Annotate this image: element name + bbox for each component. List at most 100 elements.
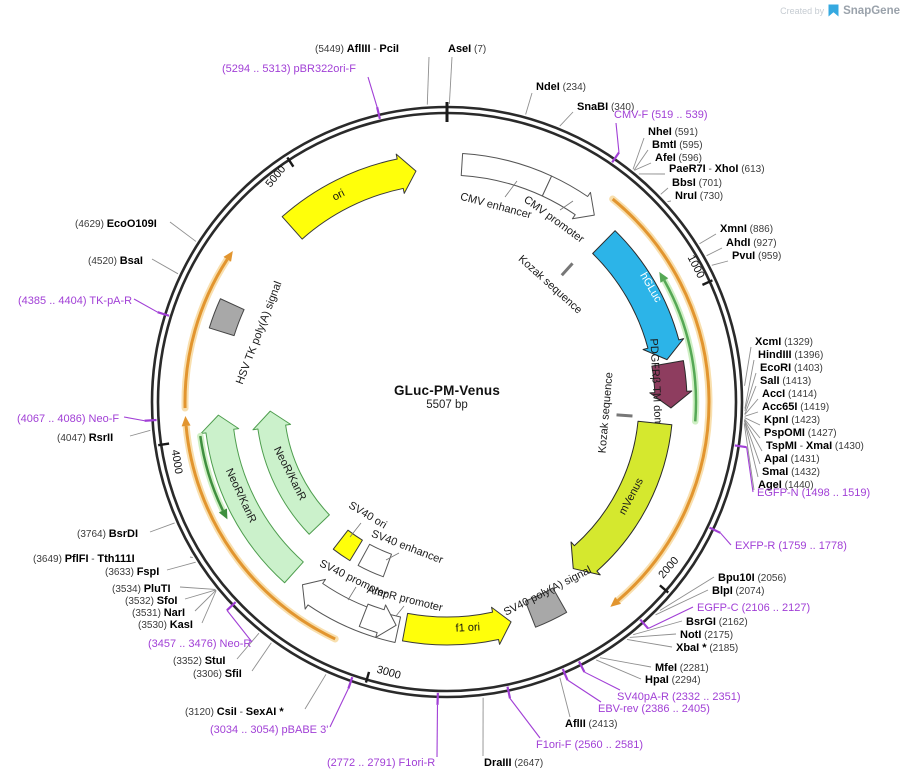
enzyme-label-draIII[interactable]: DraIII (2647) xyxy=(482,697,543,769)
orf-arc-left-2 xyxy=(181,251,233,412)
svg-text:(4520) BsaI: (4520) BsaI xyxy=(88,255,143,267)
enzyme-label-stuI[interactable]: (3352) StuI xyxy=(173,632,260,667)
enzyme-label-xbaI[interactable]: XbaI * (2185) xyxy=(626,639,738,654)
enzyme-label-csiI-sexAI[interactable]: (3120) CsiI - SexAI * xyxy=(185,674,327,718)
svg-text:Acc65I (1419): Acc65I (1419) xyxy=(762,401,829,413)
feature-hsv-tk-polya[interactable]: HSV TK poly(A) signal xyxy=(208,280,284,386)
orf-arrow-right xyxy=(659,271,700,425)
enzyme-label-hpaI[interactable]: HpaI (2294) xyxy=(595,659,701,686)
primer-label-cmv-f[interactable]: CMV-F (519 .. 539) xyxy=(611,109,708,164)
svg-text:NotI (2175): NotI (2175) xyxy=(680,629,733,641)
enzyme-label-sfiI[interactable]: (3306) SfiI xyxy=(193,642,272,680)
svg-text:NdeI (234): NdeI (234) xyxy=(536,81,586,93)
primer-label-f1ori-r[interactable]: (2772 .. 2791) F1ori-R xyxy=(327,692,439,769)
svg-text:PvuI (959): PvuI (959) xyxy=(732,250,781,262)
enzyme-label-xcmI[interactable]: XcmI (1329) xyxy=(744,336,813,386)
enzyme-label-rsrII[interactable]: (4047) RsrII xyxy=(57,429,151,444)
svg-text:(5449) AflIII - PciI: (5449) AflIII - PciI xyxy=(315,43,399,55)
svg-text:(2772 .. 2791) F1ori-R: (2772 .. 2791) F1ori-R xyxy=(327,757,435,769)
enzyme-label-mfeI[interactable]: MfeI (2281) xyxy=(599,657,709,674)
svg-text:(5294 .. 5313) pBR322ori-F: (5294 .. 5313) pBR322ori-F xyxy=(222,63,356,75)
svg-text:SnaBI (340): SnaBI (340) xyxy=(577,101,634,113)
enzyme-label-bbsI[interactable]: BbsI (701) xyxy=(660,177,722,195)
svg-text:(3633) FspI: (3633) FspI xyxy=(105,566,159,578)
primer-label-pbr322ori-f[interactable]: (5294 .. 5313) pBR322ori-F xyxy=(222,63,381,120)
enzyme-label-ndeI[interactable]: NdeI (234) xyxy=(525,81,586,115)
enzyme-label-pvuI[interactable]: PvuI (959) xyxy=(711,250,782,266)
svg-text:(4629) EcoO109I: (4629) EcoO109I xyxy=(75,218,157,230)
svg-text:(3306) SfiI: (3306) SfiI xyxy=(193,668,242,680)
feature-f1-ori[interactable]: f1 ori xyxy=(401,606,512,646)
svg-text:ApaI (1431): ApaI (1431) xyxy=(764,453,820,465)
enzyme-label-aflII[interactable]: AflII (2413) xyxy=(559,677,618,730)
feature-sv40-polya[interactable]: SV40 poly(A) signal xyxy=(502,564,594,628)
svg-text:AflII (2413): AflII (2413) xyxy=(565,718,617,730)
primer-label-pbabe-3[interactable]: (3034 .. 3054) pBABE 3' xyxy=(210,676,354,736)
enzyme-label-notI[interactable]: NotI (2175) xyxy=(629,629,733,641)
enzyme-label-apaI[interactable]: ApaI (1431) xyxy=(744,420,820,465)
enzyme-label-salI[interactable]: SalI (1413) xyxy=(744,375,812,415)
primer-label-egfp-n[interactable]: EGFP-N (1498 .. 1519) xyxy=(734,444,870,499)
enzyme-label-kasI[interactable]: (3530) KasI xyxy=(138,590,217,631)
enzyme-label-ahdI[interactable]: AhdI (927) xyxy=(706,237,777,257)
enzyme-label-bmtI[interactable]: BmtI (595) xyxy=(633,139,703,171)
enzyme-label-kpnI[interactable]: KpnI (1423) xyxy=(744,414,821,426)
snapgene-logo-icon xyxy=(828,4,839,17)
feature-sv40-enhancer[interactable]: SV40 enhancer xyxy=(357,528,445,578)
svg-text:(3534) PluTI: (3534) PluTI xyxy=(112,583,171,595)
svg-text:NruI (730): NruI (730) xyxy=(675,190,723,202)
svg-text:(3649) PflFI - Tth111I: (3649) PflFI - Tth111I xyxy=(33,553,135,565)
orf-arrow-left xyxy=(197,432,228,520)
svg-text:EBV-rev (2386 .. 2405): EBV-rev (2386 .. 2405) xyxy=(598,703,710,715)
enzyme-label-snaBI[interactable]: SnaBI (340) xyxy=(559,101,635,127)
enzyme-label-xmnI[interactable]: XmnI (886) xyxy=(699,223,773,245)
svg-text:(3352) StuI: (3352) StuI xyxy=(173,655,225,667)
enzyme-label-nheI[interactable]: NheI (591) xyxy=(632,126,698,170)
enzyme-label-nruI[interactable]: NruI (730) xyxy=(667,190,723,202)
primer-label-neo-f[interactable]: (4067 .. 4086) Neo-F xyxy=(17,413,157,425)
enzyme-label-ecoO109I[interactable]: (4629) EcoO109I xyxy=(75,218,197,242)
enzyme-label-bsaI[interactable]: (4520) BsaI xyxy=(88,255,179,275)
enzyme-label-pflFI-tth111I[interactable]: (3649) PflFI - Tth111I xyxy=(33,553,193,565)
primer-label-exfp-r[interactable]: EXFP-R (1759 .. 1778) xyxy=(709,526,847,552)
feature-label-kozak-1: Kozak sequence xyxy=(516,253,584,316)
feature-kozak-2[interactable]: Kozak sequence xyxy=(596,372,633,454)
svg-text:EGFP-C (2106 .. 2127): EGFP-C (2106 .. 2127) xyxy=(697,602,810,614)
enzyme-label-smaI[interactable]: SmaI (1432) xyxy=(743,420,820,478)
enzyme-label-ecoRI[interactable]: EcoRI (1403) xyxy=(744,362,823,412)
feature-pdgfrb-tm[interactable]: PDGFRβ TM domain xyxy=(647,338,693,442)
enzyme-label-pluTI[interactable]: (3534) PluTI xyxy=(112,583,216,595)
enzyme-label-blpI[interactable]: BlpI (2074) xyxy=(655,585,765,616)
primer-label-egfp-c[interactable]: EGFP-C (2106 .. 2127) xyxy=(639,602,810,630)
feature-mvenus[interactable]: mVenus xyxy=(570,420,673,576)
enzyme-label-bsrGI[interactable]: BsrGI (2162) xyxy=(633,616,748,636)
enzyme-label-acc65I[interactable]: Acc65I (1419) xyxy=(744,401,830,417)
enzyme-label-sfoI[interactable]: (3532) SfoI xyxy=(125,589,216,607)
enzyme-label-aflIII-pciI[interactable]: (5449) AflIII - PciI xyxy=(315,43,430,105)
enzyme-label-pspOMI[interactable]: PspOMI (1427) xyxy=(744,418,837,439)
svg-text:CMV-F (519 .. 539): CMV-F (519 .. 539) xyxy=(614,109,708,121)
enzyme-label-hindIII[interactable]: HindIII (1396) xyxy=(744,349,823,409)
primer-label-ebv-rev[interactable]: EBV-rev (2386 .. 2405) xyxy=(561,668,710,715)
enzyme-label-aseI[interactable]: AseI (7) xyxy=(448,43,486,105)
primer-label-neo-r[interactable]: (3457 .. 3476) Neo-R xyxy=(148,601,253,650)
feature-label-pdgfrb-tm: PDGFRβ TM domain xyxy=(647,338,664,441)
enzyme-label-afeI[interactable]: AfeI (596) xyxy=(634,152,702,171)
enzyme-label-narI[interactable]: (3531) NarI xyxy=(132,589,217,619)
feature-ori[interactable]: ori xyxy=(281,153,417,240)
enzyme-label-paeR7I-xhoI[interactable]: PaeR7I - XhoI (613) xyxy=(638,163,765,175)
svg-text:(4047) RsrII: (4047) RsrII xyxy=(57,432,113,444)
enzyme-label-bpu10I[interactable]: Bpu10I (2056) xyxy=(659,572,786,611)
svg-text:EcoRI (1403): EcoRI (1403) xyxy=(760,362,823,374)
feature-kozak-1[interactable]: Kozak sequence xyxy=(516,253,584,316)
enzyme-label-fspI[interactable]: (3633) FspI xyxy=(105,561,196,578)
svg-text:NheI (591): NheI (591) xyxy=(648,126,698,138)
enzyme-label-accI[interactable]: AccI (1414) xyxy=(744,388,817,415)
svg-text:AgeI (1440): AgeI (1440) xyxy=(758,479,814,491)
enzyme-label-tspMI-xmaI[interactable]: TspMI - XmaI (1430) xyxy=(744,419,864,452)
primer-label-f1ori-f[interactable]: F1ori-F (2560 .. 2581) xyxy=(506,686,643,751)
primer-label-tk-pa-r[interactable]: (4385 .. 4404) TK-pA-R xyxy=(18,295,170,317)
primer-label-sv40pa-r[interactable]: SV40pA-R (2332 .. 2351) xyxy=(577,660,741,703)
enzyme-label-bsrDI[interactable]: (3764) BsrDI xyxy=(77,522,175,540)
enzyme-label-ageI[interactable]: AgeI (1440) xyxy=(743,423,814,491)
